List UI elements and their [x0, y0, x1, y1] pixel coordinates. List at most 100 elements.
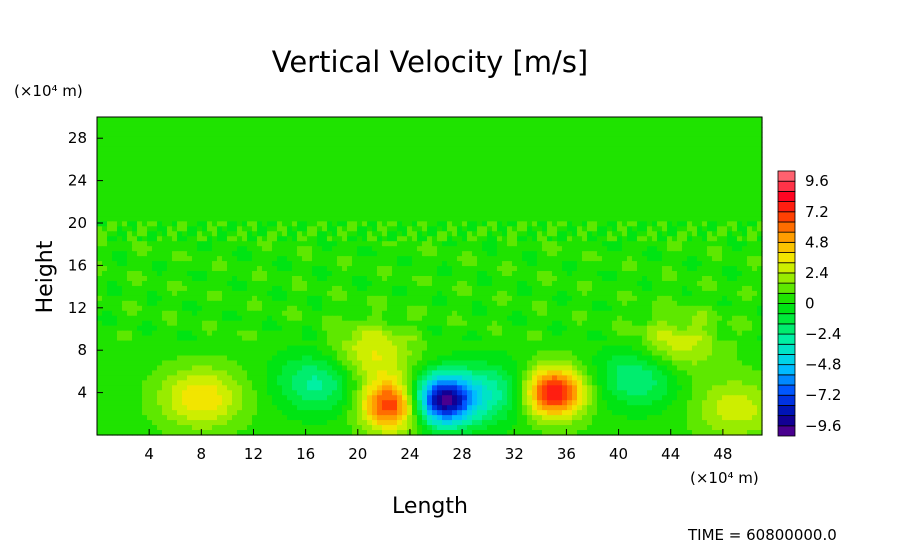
heatmap-cell — [297, 121, 303, 128]
heatmap-cell — [672, 295, 678, 302]
heatmap-cell — [247, 191, 253, 198]
heatmap-cell — [242, 300, 248, 307]
heatmap-cell — [237, 117, 243, 123]
heatmap-cell — [677, 171, 683, 178]
heatmap-cell — [722, 126, 728, 133]
heatmap-cell — [417, 285, 423, 292]
heatmap-cell — [607, 285, 613, 292]
heatmap-cell — [632, 131, 638, 138]
heatmap-cell — [317, 136, 323, 143]
heatmap-cell — [667, 276, 673, 282]
heatmap-cell — [432, 126, 438, 133]
heatmap-cell — [742, 186, 748, 193]
heatmap-cell — [717, 271, 723, 277]
heatmap-cell — [267, 186, 273, 193]
heatmap-cell — [622, 206, 628, 213]
heatmap-cell — [527, 246, 533, 252]
heatmap-cell — [337, 246, 343, 252]
heatmap-cell — [477, 191, 483, 198]
heatmap-cell — [722, 256, 728, 262]
heatmap-cell — [327, 236, 333, 242]
heatmap-cell — [602, 141, 608, 148]
heatmap-cell — [567, 246, 573, 252]
heatmap-cell — [607, 141, 613, 148]
heatmap-cell — [652, 196, 658, 203]
heatmap-cell — [537, 236, 543, 242]
heatmap-cell — [142, 261, 148, 267]
heatmap-cell — [202, 201, 208, 208]
heatmap-cell — [442, 241, 448, 247]
heatmap-cell — [457, 231, 463, 237]
heatmap-cell — [142, 276, 148, 282]
heatmap-cell — [182, 161, 188, 168]
heatmap-cell — [642, 211, 648, 217]
heatmap-cell — [577, 216, 583, 222]
heatmap-cell — [102, 221, 108, 227]
heatmap-cell — [722, 171, 728, 178]
heatmap-cell — [102, 196, 108, 203]
heatmap-cell — [197, 191, 203, 198]
heatmap-cell — [472, 256, 478, 262]
heatmap-cell — [622, 156, 628, 163]
heatmap-cell — [647, 161, 653, 168]
heatmap-cell — [302, 206, 308, 213]
heatmap-cell — [297, 231, 303, 237]
heatmap-cell — [667, 256, 673, 262]
heatmap-cell — [407, 251, 413, 257]
heatmap-cell — [182, 256, 188, 262]
heatmap-cell — [332, 126, 338, 133]
heatmap-cell — [572, 280, 578, 287]
heatmap-cell — [482, 290, 488, 297]
heatmap-cell — [397, 156, 403, 163]
heatmap-cell — [402, 241, 408, 247]
heatmap-cell — [582, 236, 588, 242]
heatmap-cell — [217, 231, 223, 237]
heatmap-cell — [417, 256, 423, 262]
heatmap-cell — [267, 146, 273, 153]
heatmap-cell — [477, 186, 483, 193]
heatmap-cell — [307, 300, 313, 307]
heatmap-cell — [292, 181, 298, 188]
heatmap-cell — [587, 121, 593, 128]
heatmap-cell — [627, 166, 633, 173]
heatmap-cell — [117, 196, 123, 203]
heatmap-cell — [162, 181, 168, 188]
heatmap-cell — [757, 141, 763, 148]
heatmap-cell — [612, 121, 618, 128]
heatmap-cell — [422, 141, 428, 148]
heatmap-cell — [487, 136, 493, 143]
heatmap-cell — [747, 201, 753, 208]
heatmap-cell — [532, 126, 538, 133]
heatmap-cell — [652, 186, 658, 193]
heatmap-cell — [132, 201, 138, 208]
heatmap-cell — [592, 295, 598, 302]
heatmap-cell — [477, 136, 483, 143]
heatmap-cell — [652, 201, 658, 208]
heatmap-cell — [632, 256, 638, 262]
heatmap-cell — [327, 226, 333, 232]
heatmap-cell — [687, 216, 693, 222]
heatmap-cell — [227, 186, 233, 193]
heatmap-cell — [522, 295, 528, 302]
heatmap-cell — [552, 126, 558, 133]
heatmap-cell — [257, 295, 263, 302]
heatmap-cell — [162, 171, 168, 178]
heatmap-cell — [462, 126, 468, 133]
heatmap-cell — [227, 241, 233, 247]
heatmap-cell — [457, 151, 463, 158]
heatmap-cell — [292, 256, 298, 262]
heatmap-cell — [402, 256, 408, 262]
heatmap-cell — [577, 226, 583, 232]
heatmap-cell — [472, 266, 478, 272]
heatmap-cell — [627, 201, 633, 208]
heatmap-cell — [372, 156, 378, 163]
heatmap-cell — [447, 171, 453, 178]
heatmap-cell — [307, 216, 313, 222]
heatmap-cell — [522, 280, 528, 287]
heatmap-cell — [537, 146, 543, 153]
heatmap-cell — [577, 280, 583, 287]
heatmap-cell — [167, 121, 173, 128]
heatmap-cell — [602, 256, 608, 262]
heatmap-cell — [717, 251, 723, 257]
heatmap-cell — [442, 166, 448, 173]
